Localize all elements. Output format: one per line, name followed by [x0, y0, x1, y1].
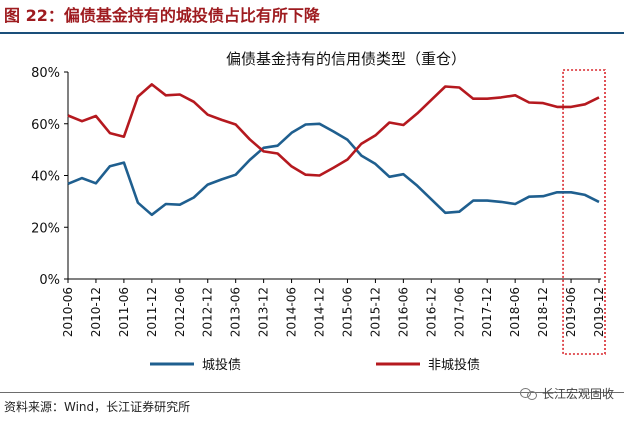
- x-tick-label: 2018-06: [508, 287, 522, 337]
- x-tick-label: 2010-12: [89, 287, 103, 337]
- watermark-text: 长江宏观固收: [541, 387, 614, 401]
- series-line-1: [67, 122, 600, 217]
- x-tick-label: 2018-12: [536, 287, 550, 337]
- x-tick-label: 2014-12: [313, 287, 327, 337]
- x-tick-label: 2013-12: [257, 287, 271, 337]
- series-line-2: [67, 83, 600, 177]
- chart-title: 偏债基金持有的信用债类型（重仓）: [226, 50, 466, 68]
- source-note: 资料来源：Wind，长江证券研究所: [4, 400, 191, 414]
- x-tick-label: 2011-06: [117, 287, 131, 337]
- line-chart: 偏债基金持有的信用债类型（重仓） 2010-06 2010-12 2011-06 20…: [31, 50, 606, 373]
- legend-label-1: 城投债: [202, 357, 241, 373]
- y-tick-label: 60%: [31, 118, 60, 133]
- y-tick-label: 40%: [31, 170, 60, 185]
- x-tick-label: 2019-12: [592, 287, 606, 337]
- x-tick-label: 2017-06: [452, 287, 466, 337]
- x-tick-label: 2015-06: [340, 287, 354, 337]
- x-tick-label: 2019-06: [564, 287, 578, 337]
- chart-legend: 城投债 非城投债: [150, 357, 480, 373]
- legend-label-2: 非城投债: [428, 357, 480, 373]
- x-tick-label: 2016-12: [424, 287, 438, 337]
- x-tick-label: 2013-06: [229, 287, 243, 337]
- series-lines: [67, 83, 600, 217]
- x-tick-labels: 2010-06 2010-12 2011-06 2011-12 2012-06 2012-…: [61, 279, 606, 337]
- x-tick-label: 2016-06: [396, 287, 410, 337]
- footer-rule: [0, 392, 624, 393]
- wechat-icon: [519, 387, 538, 401]
- x-tick-label: 2011-12: [145, 287, 159, 337]
- x-tick-label: 2014-06: [285, 287, 299, 337]
- x-tick-label: 2012-06: [173, 287, 187, 337]
- highlight-rect: [562, 69, 606, 355]
- figure-title: 图 22：偏债基金持有的城投债占比有所下降: [4, 6, 320, 25]
- y-tick-label: 80%: [31, 66, 60, 81]
- highlight-box: [562, 69, 606, 355]
- x-tick-label: 2015-12: [368, 287, 382, 337]
- title-rule: [0, 32, 624, 34]
- x-tick-label: 2010-06: [61, 287, 75, 337]
- y-tick-label: 20%: [31, 221, 60, 236]
- x-tick-label: 2012-12: [201, 287, 215, 337]
- y-tick-labels: 0% 20% 40% 60% 80%: [31, 66, 68, 288]
- chart-axes: [67, 72, 601, 280]
- x-tick-label: 2017-12: [480, 287, 494, 337]
- watermark: 长江宏观固收: [519, 385, 614, 402]
- y-tick-label: 0%: [39, 273, 60, 288]
